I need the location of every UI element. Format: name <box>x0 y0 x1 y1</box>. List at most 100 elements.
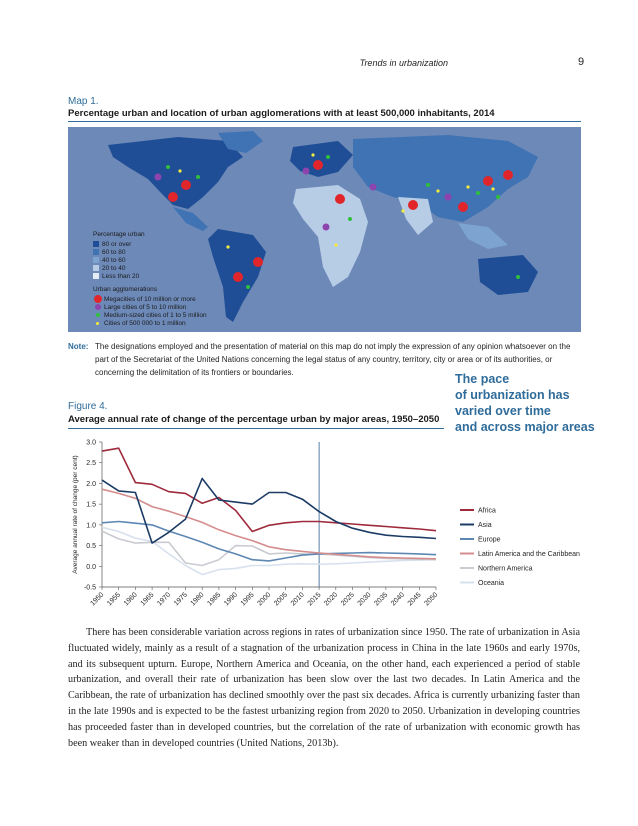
legend-pct-list: 80 or over 60 to 80 40 to 60 20 to 40 Less t… <box>93 240 207 280</box>
australia-shape <box>478 255 538 295</box>
europe-shape <box>290 141 353 177</box>
y-tick-label: 3.0 <box>86 440 96 447</box>
x-tick-label: 1970 <box>156 591 172 607</box>
small-city-marker <box>334 243 338 247</box>
legend-pct-item: Less than 20 <box>93 272 207 280</box>
y-tick-label: 0.5 <box>86 543 96 550</box>
pull-quote-line: and across major areas <box>455 420 595 434</box>
legend-label: Less than 20 <box>102 272 140 280</box>
small-city-marker <box>491 187 495 191</box>
map-title: Percentage urban and location of urban a… <box>68 108 495 119</box>
central-america-shape <box>173 207 208 231</box>
large-city-marker <box>322 223 330 231</box>
y-tick-label: -0.5 <box>84 585 96 592</box>
medium-city-marker <box>196 175 200 179</box>
large-city-marker <box>369 183 377 191</box>
map-note: Note: The designations employed and the … <box>68 340 582 379</box>
pull-quote: The pace of urbanization has varied over… <box>455 371 595 435</box>
legend-swatch <box>93 241 99 247</box>
x-tick-label: 1990 <box>223 591 239 607</box>
small-city-marker <box>311 153 315 157</box>
x-tick-label: 1955 <box>106 591 122 607</box>
series-line-oceania <box>101 526 437 576</box>
series-line-asia <box>101 477 437 544</box>
x-tick-label: 2040 <box>390 591 406 607</box>
legend-label: Large cities of 5 to 10 million <box>104 303 187 311</box>
legend-swatch <box>93 249 99 255</box>
x-tick-label: 2000 <box>256 591 272 607</box>
figure-rule <box>68 428 444 429</box>
medium-city-marker <box>426 183 430 187</box>
megacity-marker <box>335 194 345 204</box>
legend-dot <box>94 304 101 310</box>
map-rule <box>68 121 581 122</box>
x-tick-label: 2015 <box>307 591 323 607</box>
x-tick-label: 2005 <box>273 591 289 607</box>
south-asia-shape <box>398 197 433 235</box>
small-city-marker <box>436 189 440 193</box>
legend-dot <box>96 321 99 325</box>
megacity-marker <box>233 272 243 282</box>
y-tick-label: 2.5 <box>86 460 96 467</box>
legend-pct-title: Percentage urban <box>93 231 145 238</box>
y-tick-label: 1.5 <box>86 502 96 509</box>
medium-city-marker <box>496 195 500 199</box>
x-tick-label: 2030 <box>357 591 373 607</box>
x-tick-label: 2050 <box>423 591 439 607</box>
x-tick-label: 1960 <box>123 591 139 607</box>
y-tick-label: 2.0 <box>86 481 96 488</box>
legend-label: Medium-sized cities of 1 to 5 million <box>104 311 207 319</box>
large-city-marker <box>444 193 452 201</box>
medium-city-marker <box>516 275 520 279</box>
africa-shape <box>293 185 368 287</box>
megacity-marker <box>408 200 418 210</box>
legend-label: 20 to 40 <box>102 264 126 272</box>
city-markers <box>154 153 520 289</box>
greenland-shape <box>218 131 263 153</box>
pull-quote-line: varied over time <box>455 404 551 418</box>
legend-dot <box>93 295 102 303</box>
megacity-marker <box>458 202 468 212</box>
y-axis-label: Average annual rate of change (per cent) <box>72 455 79 573</box>
megacity-marker <box>181 180 191 190</box>
body-paragraph: There has been considerable variation ac… <box>68 627 580 749</box>
medium-city-marker <box>246 285 250 289</box>
medium-city-marker <box>348 217 352 221</box>
legend-entry: Latin America and the Caribbean <box>478 551 580 558</box>
legend-entry: Oceania <box>478 580 504 587</box>
legend-agg-list: Megacities of 10 million or more Large ci… <box>93 295 207 327</box>
map-label: Map 1. <box>68 96 99 107</box>
legend-pct-item: 80 or over <box>93 240 207 248</box>
small-city-marker <box>226 245 230 249</box>
pull-quote-line: of urbanization has <box>455 388 570 402</box>
legend-agg-item: Large cities of 5 to 10 million <box>93 303 207 311</box>
legend-agg-item: Megacities of 10 million or more <box>93 295 207 303</box>
megacity-marker <box>503 170 513 180</box>
legend-label: 60 to 80 <box>102 248 126 256</box>
pull-quote-line: The pace <box>455 372 510 386</box>
note-label: Note: <box>68 342 89 351</box>
series-line-latin-america-and-the-caribbean <box>101 488 437 560</box>
x-tick-label: 1980 <box>190 591 206 607</box>
small-city-marker <box>401 209 405 213</box>
x-tick-label: 2045 <box>407 591 423 607</box>
legend-swatch <box>93 273 99 279</box>
series-line-europe <box>101 520 437 562</box>
x-tick-label: 1985 <box>206 591 222 607</box>
world-map-graphic <box>108 131 538 322</box>
legend-dot <box>95 313 100 317</box>
line-chart: Average annual rate of change (per cent)… <box>72 440 580 608</box>
legend-agg-item: Medium-sized cities of 1 to 5 million <box>93 311 207 319</box>
legend-swatch <box>93 257 99 263</box>
x-tick-label: 1975 <box>173 591 189 607</box>
legend-label: 40 to 60 <box>102 256 126 264</box>
asia-shape <box>353 135 538 222</box>
legend-pct-item: 60 to 80 <box>93 248 207 256</box>
north-america-shape <box>108 137 243 209</box>
megacity-marker <box>313 160 323 170</box>
y-tick-label: 0.0 <box>86 564 96 571</box>
megacity-marker <box>483 176 493 186</box>
megacity-marker <box>168 192 178 202</box>
small-city-marker <box>466 185 470 189</box>
note-text: The designations employed and the presen… <box>95 342 571 377</box>
